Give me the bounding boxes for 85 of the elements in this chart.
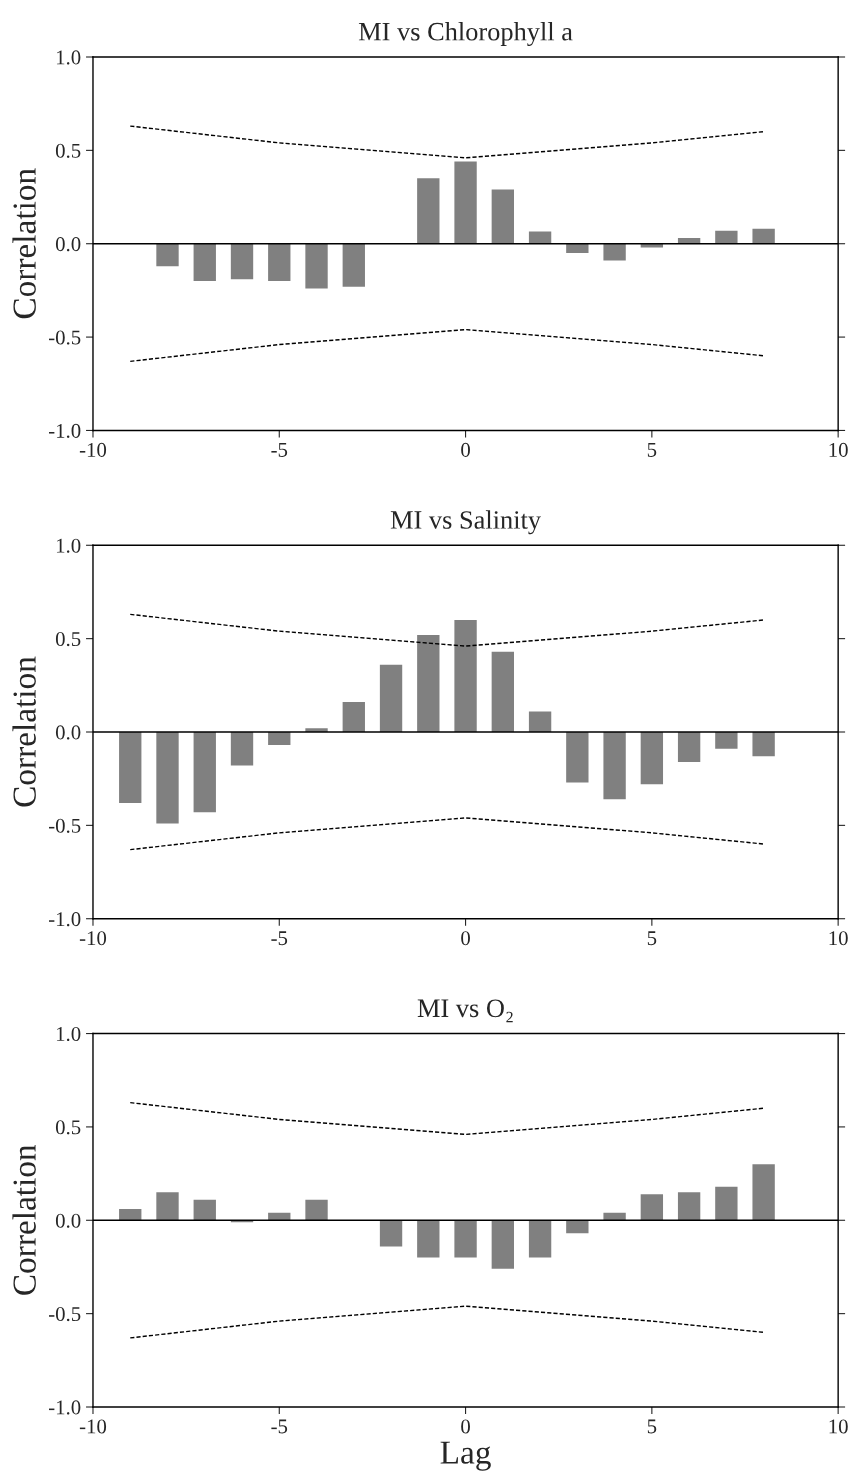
bar [752, 228, 775, 244]
line-series [129, 1305, 765, 1339]
bar [715, 1186, 738, 1221]
bar [491, 1220, 514, 1269]
bar [193, 732, 216, 813]
x-tick-label: 10 [829, 442, 848, 457]
y-tick-label: -0.5 [48, 1307, 81, 1322]
bar [715, 230, 738, 244]
y-tick-label: 1.0 [56, 1026, 81, 1042]
bar [454, 619, 477, 732]
bar [715, 732, 738, 749]
bar [566, 732, 589, 783]
y-tick-label: 0.5 [55, 143, 81, 158]
bar [342, 702, 365, 732]
bar [566, 1220, 589, 1234]
bar [156, 732, 179, 824]
x-tick-label: -5 [271, 1419, 288, 1434]
x-tick-label: 0 [461, 1419, 470, 1434]
bar [491, 189, 514, 244]
x-tick-label: -10 [79, 1419, 107, 1434]
bar [640, 732, 664, 785]
y-tick-label: 0.0 [55, 725, 81, 740]
bar [752, 1164, 775, 1221]
y-tick-label: -1.0 [48, 1400, 81, 1415]
y-tick-label: -1.0 [48, 912, 81, 927]
bar [417, 1220, 440, 1258]
bar [379, 1220, 403, 1247]
bar [603, 243, 626, 261]
bar [193, 1199, 216, 1221]
bar [528, 1220, 552, 1258]
line-series [129, 613, 765, 647]
bar [640, 1194, 664, 1221]
bar [491, 651, 514, 732]
bar [454, 1220, 477, 1258]
line-series [129, 328, 765, 363]
bar [677, 1192, 701, 1221]
bar [156, 243, 179, 267]
x-tick-label: -10 [79, 931, 107, 946]
bar [230, 243, 254, 280]
chart-title: MI vs Chlorophyll a [358, 22, 573, 47]
chart-title: MI vs Salinity [390, 510, 541, 535]
bar [417, 634, 440, 732]
y-tick-label: -1.0 [48, 423, 81, 438]
line-series [129, 125, 765, 159]
bar [752, 732, 775, 757]
y-axis-title: Correlation [12, 1144, 36, 1295]
bar [230, 732, 254, 766]
bar [156, 1192, 179, 1221]
bar [342, 243, 365, 287]
x-tick-label: 5 [647, 443, 657, 457]
chart-title: MI vs O₂ [417, 999, 513, 1023]
y-tick-label: 0.0 [55, 237, 81, 252]
x-tick-label: -5 [271, 443, 288, 457]
x-tick-label: 5 [647, 1419, 657, 1434]
y-tick-label: -0.5 [48, 818, 81, 833]
bar [193, 243, 216, 282]
x-axis-title: Lag [440, 1441, 491, 1471]
bar [268, 243, 291, 282]
y-axis-title: Correlation [12, 656, 36, 807]
bar [119, 732, 142, 803]
y-tick-label: -0.5 [48, 330, 81, 345]
bar [417, 178, 440, 244]
x-tick-label: 10 [829, 931, 848, 946]
x-tick-label: 5 [647, 931, 657, 946]
bar [305, 1199, 328, 1221]
bar [454, 161, 477, 244]
y-tick-label: 0.5 [55, 1120, 81, 1135]
y-axis-title: Correlation [12, 168, 36, 319]
bar [379, 664, 403, 732]
bar [305, 243, 328, 289]
bar [677, 732, 701, 762]
line-series [129, 1101, 765, 1136]
y-tick-label: 0.5 [55, 632, 81, 647]
bar [268, 732, 291, 746]
x-tick-label: 10 [829, 1419, 848, 1434]
x-tick-label: -5 [271, 931, 288, 946]
x-tick-label: 0 [461, 442, 470, 457]
x-tick-label: 0 [461, 931, 470, 946]
line-series [129, 817, 765, 851]
bar [603, 732, 626, 800]
x-tick-label: -10 [79, 442, 107, 457]
bar [528, 711, 552, 732]
y-tick-label: 0.0 [55, 1213, 81, 1228]
y-tick-label: 1.0 [56, 538, 81, 553]
y-tick-label: 1.0 [56, 50, 81, 65]
